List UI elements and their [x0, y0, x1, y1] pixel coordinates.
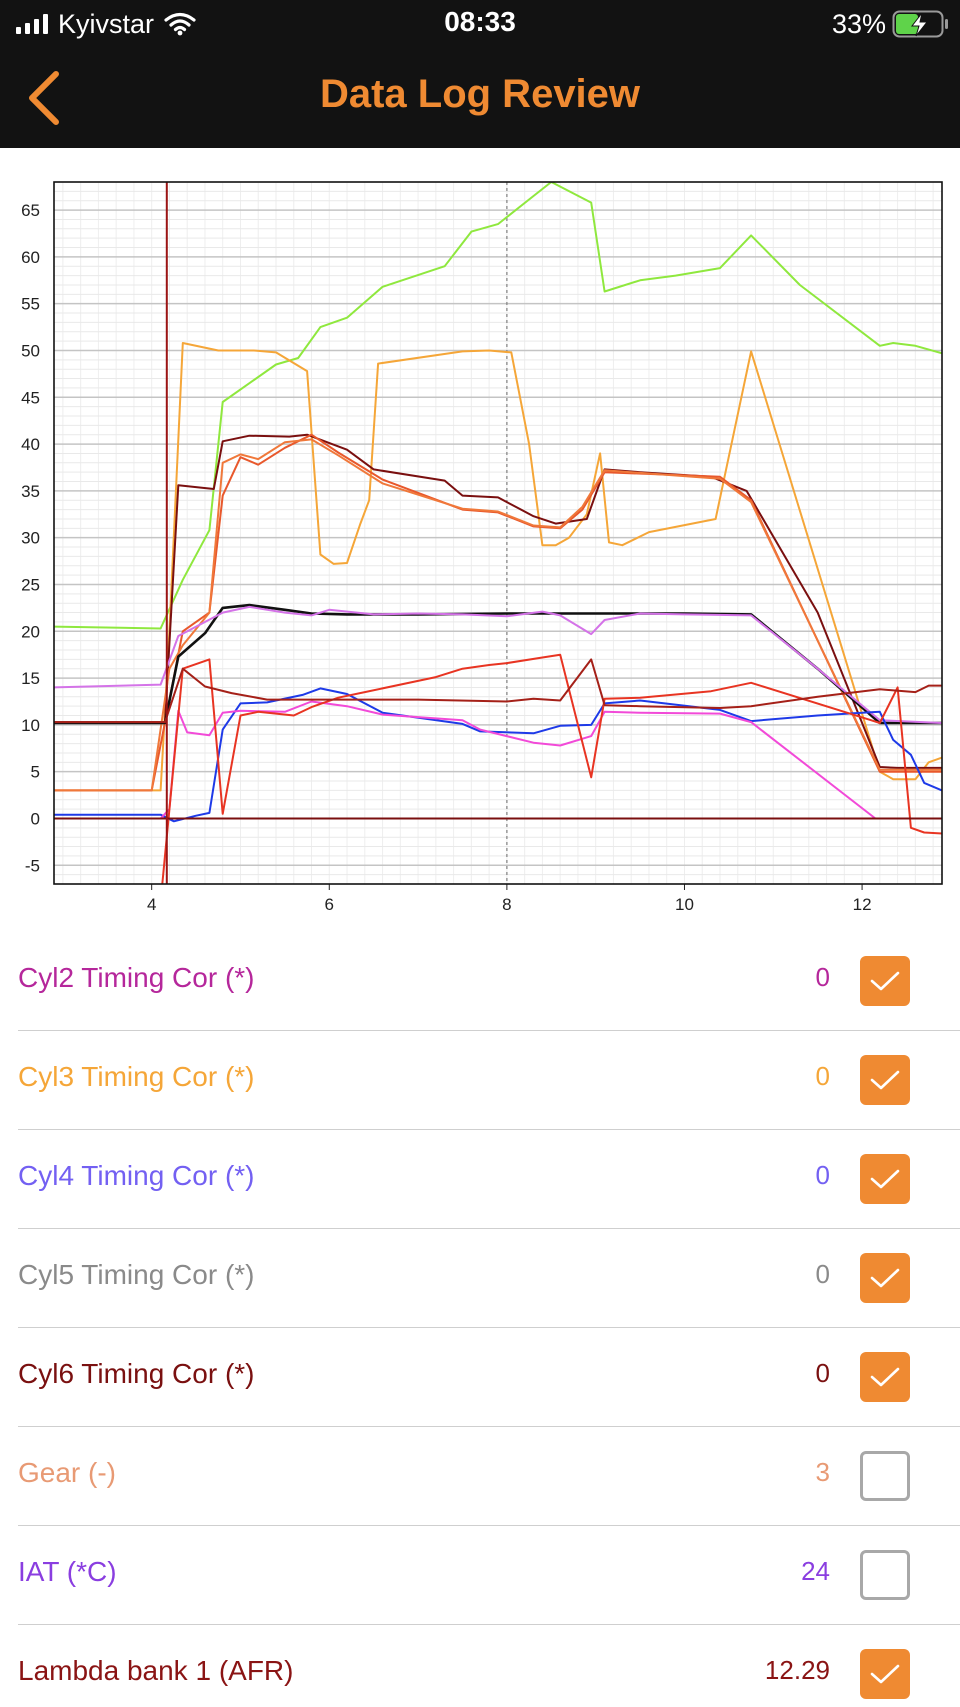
- battery-percentage: 33%: [831, 8, 886, 39]
- y-tick-label: 40: [21, 435, 40, 454]
- channel-checkbox[interactable]: [860, 1352, 910, 1402]
- channel-value: 12.29: [764, 1655, 830, 1685]
- series-line-7: [54, 605, 942, 724]
- series-line-8: [54, 687, 942, 823]
- y-tick-label: 10: [21, 716, 40, 735]
- list-item[interactable]: IAT (*C) 24: [18, 1526, 960, 1625]
- checkmark-icon: [870, 1268, 900, 1288]
- status-bar: Kyivstar 08:33 33%: [0, 0, 960, 48]
- series-line-10: [161, 653, 942, 884]
- series-line-5: [54, 438, 942, 792]
- y-tick-label: -5: [25, 856, 40, 875]
- channel-label: Cyl6 Timing Cor (*): [18, 1358, 255, 1389]
- carrier-name: Kyivstar: [58, 8, 155, 39]
- y-tick-label: 0: [31, 809, 40, 828]
- y-tick-label: 65: [21, 201, 40, 220]
- channel-value: 0: [815, 1358, 830, 1388]
- channel-checkbox[interactable]: [860, 956, 910, 1006]
- channel-checkbox[interactable]: [860, 1253, 910, 1303]
- channel-label: Cyl3 Timing Cor (*): [18, 1061, 255, 1092]
- status-left: Kyivstar: [16, 8, 196, 40]
- y-tick-label: 5: [31, 763, 40, 782]
- y-tick-label: 50: [21, 341, 40, 360]
- checkmark-icon: [870, 1070, 900, 1090]
- back-chevron-icon[interactable]: [18, 68, 78, 128]
- list-item[interactable]: Cyl6 Timing Cor (*) 0: [18, 1328, 960, 1427]
- channel-value: 0: [815, 1061, 830, 1091]
- channel-checkbox[interactable]: [860, 1649, 910, 1699]
- channel-label: Lambda bank 1 (AFR): [18, 1655, 294, 1686]
- battery-charging-icon: [892, 10, 948, 38]
- checkmark-icon: [870, 1169, 900, 1189]
- list-item[interactable]: Cyl5 Timing Cor (*) 0: [18, 1229, 960, 1328]
- channel-checkbox[interactable]: [860, 1055, 910, 1105]
- x-tick-label: 10: [675, 895, 694, 914]
- nav-bar: Data Log Review: [0, 48, 960, 148]
- channel-value: 0: [815, 1259, 830, 1289]
- channel-list: Cyl2 Timing Cor (*) 0 Cyl3 Timing Cor (*) 0…: [0, 932, 960, 1707]
- list-item[interactable]: Cyl4 Timing Cor (*) 0: [18, 1130, 960, 1229]
- y-tick-label: 55: [21, 295, 40, 314]
- y-tick-label: 30: [21, 529, 40, 548]
- signal-icon: [16, 14, 48, 34]
- y-tick-label: 60: [21, 248, 40, 267]
- series-line-1: [54, 182, 942, 630]
- channel-label: Cyl2 Timing Cor (*): [18, 962, 255, 993]
- x-tick-label: 12: [853, 895, 872, 914]
- channel-value: 24: [801, 1556, 830, 1586]
- checkmark-icon: [870, 1367, 900, 1387]
- channel-checkbox[interactable]: [860, 1451, 910, 1501]
- channel-label: IAT (*C): [18, 1556, 117, 1587]
- channel-checkbox[interactable]: [860, 1154, 910, 1204]
- y-tick-label: 35: [21, 482, 40, 501]
- y-tick-label: 45: [21, 388, 40, 407]
- plot-frame: [53, 181, 943, 885]
- series-line-9: [54, 700, 877, 820]
- y-tick-label: 20: [21, 622, 40, 641]
- list-item[interactable]: Cyl2 Timing Cor (*) 0: [18, 932, 960, 1031]
- list-item[interactable]: Lambda bank 1 (AFR) 12.29: [18, 1625, 960, 1707]
- channel-value: 0: [815, 1160, 830, 1190]
- list-item[interactable]: Cyl3 Timing Cor (*) 0: [18, 1031, 960, 1130]
- y-tick-label: 15: [21, 669, 40, 688]
- series-line-2: [54, 342, 942, 792]
- chart-area[interactable]: 65 60 55 50 45 40 35 30 25 20 15 10 5 0 -5 4 6 8 10 12: [0, 148, 960, 918]
- channel-label: Cyl5 Timing Cor (*): [18, 1259, 255, 1290]
- checkmark-icon: [870, 971, 900, 991]
- checkmark-icon: [870, 1664, 900, 1684]
- y-tick-label: 25: [21, 575, 40, 594]
- channel-label: Gear (-): [18, 1457, 116, 1488]
- channel-label: Cyl4 Timing Cor (*): [18, 1160, 255, 1191]
- channel-checkbox[interactable]: [860, 1550, 910, 1600]
- x-tick-label: 6: [325, 895, 334, 914]
- series-line-11: [54, 658, 942, 724]
- page-title: Data Log Review: [319, 72, 641, 116]
- series-line-3: [54, 433, 942, 769]
- list-item[interactable]: Gear (-) 3: [18, 1427, 960, 1526]
- channel-value: 0: [815, 962, 830, 992]
- wifi-icon: [164, 12, 196, 36]
- channel-value: 3: [815, 1457, 830, 1487]
- status-right: 33%: [832, 8, 950, 40]
- x-tick-label: 8: [502, 895, 511, 914]
- x-tick-label: 4: [147, 895, 156, 914]
